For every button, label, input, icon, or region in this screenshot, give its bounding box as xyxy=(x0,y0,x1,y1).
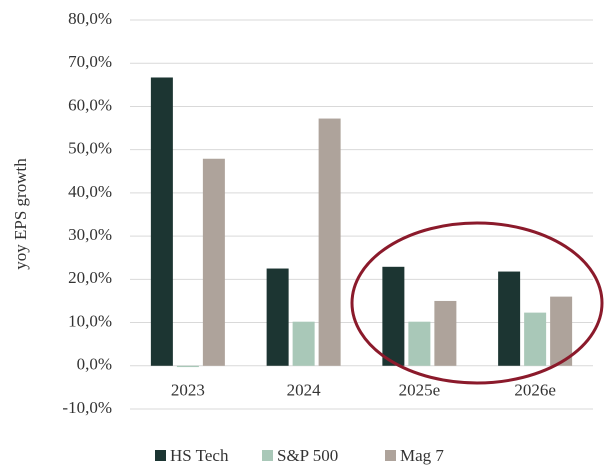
legend-label: HS Tech xyxy=(170,446,229,465)
x-tick-label: 2023 xyxy=(171,381,205,400)
highlight-ellipse xyxy=(350,221,604,385)
legend-label: Mag 7 xyxy=(400,446,444,465)
bar xyxy=(150,77,173,366)
bar xyxy=(550,296,573,366)
y-tick-label: -10,0% xyxy=(62,398,112,417)
bar xyxy=(292,321,315,366)
bar xyxy=(176,365,199,368)
bar xyxy=(382,266,405,366)
bar xyxy=(524,312,547,366)
x-tick-label: 2026e xyxy=(514,381,556,400)
x-tick-label: 2024 xyxy=(287,381,322,400)
x-tick-label: 2025e xyxy=(399,381,441,400)
y-tick-label: 0,0% xyxy=(77,355,112,374)
y-tick-label: 10,0% xyxy=(68,311,112,330)
bar xyxy=(498,271,521,366)
legend-label: S&P 500 xyxy=(277,446,338,465)
y-axis-label: yoy EPS growth xyxy=(11,158,30,270)
y-tick-label: 30,0% xyxy=(68,225,112,244)
y-tick-label: 60,0% xyxy=(68,95,112,114)
y-tick-label: 20,0% xyxy=(68,268,112,287)
y-tick-label: 40,0% xyxy=(68,182,112,201)
y-tick-label: 80,0% xyxy=(68,9,112,28)
bar xyxy=(318,118,341,366)
bar xyxy=(434,300,457,366)
bar xyxy=(408,321,431,366)
legend-swatch xyxy=(262,450,273,461)
y-tick-label: 70,0% xyxy=(68,52,112,71)
bar xyxy=(266,268,289,366)
y-tick-label: 50,0% xyxy=(68,139,112,158)
bar xyxy=(202,158,225,366)
legend-swatch xyxy=(155,450,166,461)
legend-swatch xyxy=(385,450,396,461)
